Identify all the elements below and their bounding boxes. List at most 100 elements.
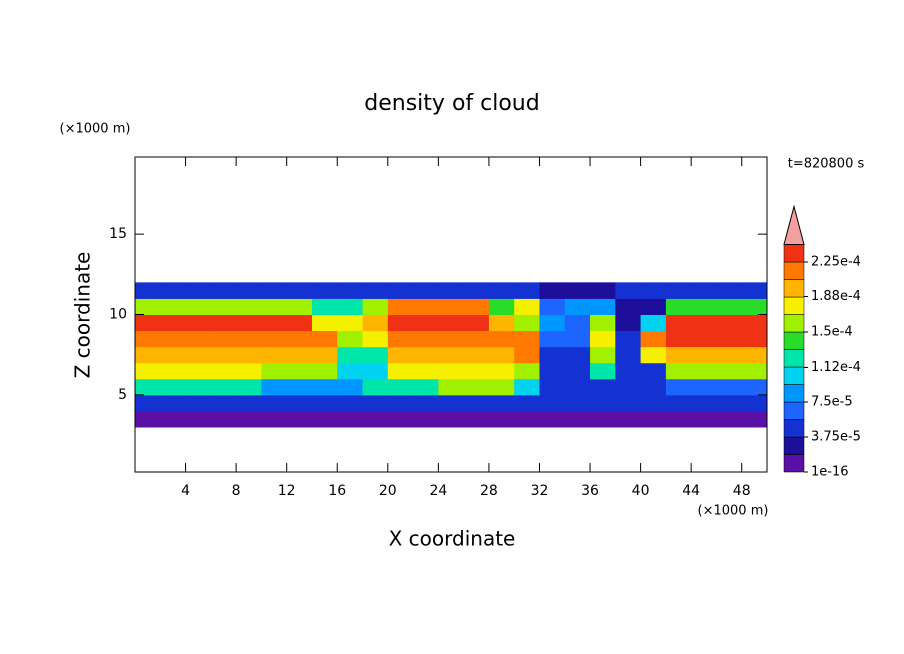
field-cell [564, 410, 591, 428]
field-cell [160, 394, 187, 412]
field-cell [387, 282, 414, 299]
field-cell [210, 314, 237, 332]
field-cell [716, 378, 743, 396]
field-cell [665, 378, 692, 396]
field-cell [135, 298, 161, 315]
y-unit: (×1000 m) [60, 122, 131, 137]
field-cell [387, 410, 414, 428]
field-cell [261, 330, 288, 348]
field-cell [413, 314, 439, 332]
field-cell [514, 362, 540, 380]
field-cell [311, 394, 338, 412]
field-cell [311, 298, 338, 315]
field-cell [413, 282, 439, 299]
field-cell [590, 298, 616, 315]
field-cell [741, 282, 767, 299]
field-cell [160, 362, 187, 380]
field-cell [135, 378, 161, 396]
y-tick-label: 10 [109, 307, 127, 323]
field-cell [438, 410, 465, 428]
field-cell [337, 394, 364, 412]
field-cell [311, 346, 338, 364]
field-cell [135, 394, 161, 412]
x-tick-label: 8 [232, 483, 241, 499]
field-cell [741, 362, 767, 380]
field-cell [488, 282, 515, 299]
field-cell [160, 346, 187, 364]
x-tick-label: 12 [278, 483, 296, 499]
field-cell [236, 378, 262, 396]
field-cell [438, 362, 465, 380]
field-cell [185, 298, 212, 315]
field-cell [539, 362, 566, 380]
colorbar-band [783, 244, 805, 263]
field-cell [362, 378, 389, 396]
field-cell [337, 346, 364, 364]
field-cell [210, 330, 237, 348]
field-cell [311, 282, 338, 299]
field-cell [236, 330, 262, 348]
field-cell [185, 362, 212, 380]
field-cell [488, 394, 515, 412]
field-cell [185, 410, 212, 428]
time-annotation: t=820800 s [788, 157, 865, 172]
field-cell [261, 410, 288, 428]
field-cell [615, 298, 642, 315]
field-cell [539, 378, 566, 396]
field-cell [514, 282, 540, 299]
field-cell [261, 314, 288, 332]
field-cell [210, 282, 237, 299]
field-cell [362, 314, 389, 332]
field-cell [463, 394, 490, 412]
field-cell [590, 282, 616, 299]
field-cell [539, 346, 566, 364]
x-tick-label: 40 [632, 483, 650, 499]
field-cell [463, 346, 490, 364]
field-cell [387, 394, 414, 412]
field-cell [564, 314, 591, 332]
colorbar-tick-label: 1e-16 [811, 465, 849, 480]
field-cell [160, 378, 187, 396]
field-cell [665, 330, 692, 348]
field-cell [564, 282, 591, 299]
field-cell [640, 362, 667, 380]
field-cell [160, 330, 187, 348]
field-cell [286, 378, 313, 396]
field-cell [236, 346, 262, 364]
field-cell [413, 394, 439, 412]
field-cell [665, 282, 692, 299]
field-cell [236, 394, 262, 412]
colorbar-band [783, 384, 805, 403]
field-cell [539, 282, 566, 299]
field-cell [286, 346, 313, 364]
x-tick-label: 20 [379, 483, 397, 499]
field-cell [135, 410, 161, 428]
field-cell [539, 330, 566, 348]
field-cell [590, 314, 616, 332]
field-cell [590, 346, 616, 364]
field-cell [463, 378, 490, 396]
field-cell [640, 314, 667, 332]
colorbar-band [783, 454, 805, 473]
field-cell [337, 314, 364, 332]
field-cell [438, 330, 465, 348]
field-cell [716, 282, 743, 299]
field-cell [185, 330, 212, 348]
field-cell [665, 314, 692, 332]
x-axis-title: X coordinate [389, 527, 516, 551]
colorbar-band [783, 366, 805, 385]
field-cell [716, 394, 743, 412]
field-cell [488, 378, 515, 396]
field-cell [564, 378, 591, 396]
field-cell [413, 378, 439, 396]
colorbar-tick-label: 3.75e-5 [811, 430, 861, 445]
field-cell [387, 378, 414, 396]
field [135, 282, 767, 428]
field-cell [236, 298, 262, 315]
field-cell [210, 378, 237, 396]
field-cell [716, 346, 743, 364]
x-unit: (×1000 m) [698, 504, 769, 519]
colorbar-band [783, 279, 805, 298]
